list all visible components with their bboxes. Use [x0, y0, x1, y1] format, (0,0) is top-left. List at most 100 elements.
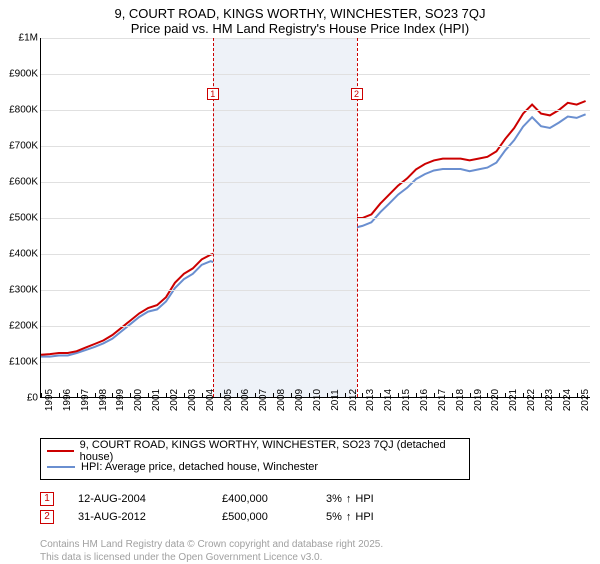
- sale-id-box: 1: [40, 492, 54, 506]
- footer-line-1: Contains HM Land Registry data © Crown c…: [40, 538, 600, 551]
- sale-marker-box: 1: [207, 88, 219, 100]
- y-tick-label: £500K: [9, 213, 38, 224]
- sale-id-box: 2: [40, 510, 54, 524]
- x-tick: [541, 393, 542, 398]
- y-gridline: [41, 218, 590, 219]
- y-gridline: [41, 254, 590, 255]
- sale-hpi: 5% ↑HPI: [326, 511, 374, 523]
- x-tick: [148, 393, 149, 398]
- x-tick-label: 2019: [473, 389, 484, 411]
- x-tick: [273, 393, 274, 398]
- x-tick-label: 1999: [115, 389, 126, 411]
- y-tick-label: £200K: [9, 321, 38, 332]
- x-tick: [559, 393, 560, 398]
- footer-attribution: Contains HM Land Registry data © Crown c…: [40, 538, 600, 564]
- x-tick-label: 1997: [80, 389, 91, 411]
- x-tick: [77, 393, 78, 398]
- sale-row: 2 31-AUG-2012 £500,000 5% ↑HPI: [40, 508, 600, 526]
- x-tick: [452, 393, 453, 398]
- x-tick-label: 2017: [437, 389, 448, 411]
- y-gridline: [41, 290, 590, 291]
- x-tick: [362, 393, 363, 398]
- x-tick-label: 2011: [330, 389, 341, 411]
- sale-date: 12-AUG-2004: [78, 493, 198, 505]
- y-tick-label: £100K: [9, 357, 38, 368]
- x-tick-label: 1995: [44, 389, 55, 411]
- x-tick-label: 2022: [526, 389, 537, 411]
- y-tick-label: £400K: [9, 249, 38, 260]
- sale-price: £500,000: [222, 511, 302, 523]
- x-tick: [470, 393, 471, 398]
- sale-hpi-pct: 5%: [326, 511, 342, 523]
- x-tick-label: 2006: [240, 389, 251, 411]
- x-tick: [416, 393, 417, 398]
- y-gridline: [41, 74, 590, 75]
- sale-price: £400,000: [222, 493, 302, 505]
- x-tick: [166, 393, 167, 398]
- sales-table: 112-AUG-2004£400,0003%↑HPI231-AUG-2012£5…: [40, 490, 600, 526]
- sale-marker-box: 2: [351, 88, 363, 100]
- x-tick-label: 2002: [169, 389, 180, 411]
- x-tick-label: 2009: [294, 389, 305, 411]
- y-gridline: [41, 146, 590, 147]
- x-tick: [505, 393, 506, 398]
- x-tick-label: 2021: [508, 389, 519, 411]
- sale-hpi: 3%↑HPI: [326, 493, 374, 505]
- legend-label: 9, COURT ROAD, KINGS WORTHY, WINCHESTER,…: [80, 439, 463, 463]
- y-tick-label: £300K: [9, 285, 38, 296]
- y-gridline: [41, 326, 590, 327]
- x-tick: [398, 393, 399, 398]
- x-tick: [309, 393, 310, 398]
- x-tick: [95, 393, 96, 398]
- x-tick: [487, 393, 488, 398]
- chart-title: 9, COURT ROAD, KINGS WORTHY, WINCHESTER,…: [0, 0, 600, 38]
- x-tick: [59, 393, 60, 398]
- plot-region: 12: [40, 38, 590, 398]
- title-line-2: Price paid vs. HM Land Registry's House …: [10, 21, 590, 36]
- x-tick: [237, 393, 238, 398]
- x-tick: [202, 393, 203, 398]
- y-gridline: [41, 110, 590, 111]
- x-tick-label: 2007: [258, 389, 269, 411]
- y-tick-label: £600K: [9, 177, 38, 188]
- x-tick: [327, 393, 328, 398]
- chart-area: 12 £0£100K£200K£300K£400K£500K£600K£700K…: [0, 38, 600, 430]
- y-tick-label: £800K: [9, 105, 38, 116]
- x-tick: [345, 393, 346, 398]
- sale-hpi-label: HPI: [355, 493, 373, 505]
- y-tick-label: £900K: [9, 69, 38, 80]
- x-tick: [130, 393, 131, 398]
- x-tick: [112, 393, 113, 398]
- y-gridline: [41, 182, 590, 183]
- x-tick-label: 2010: [312, 389, 323, 411]
- footer-line-2: This data is licensed under the Open Gov…: [40, 551, 600, 564]
- x-tick: [220, 393, 221, 398]
- y-tick-label: £0: [27, 393, 38, 404]
- x-tick-label: 2004: [205, 389, 216, 411]
- x-tick-label: 2008: [276, 389, 287, 411]
- legend-label: HPI: Average price, detached house, Winc…: [81, 461, 318, 473]
- y-gridline: [41, 38, 590, 39]
- x-tick-label: 2018: [455, 389, 466, 411]
- legend-swatch: [47, 466, 75, 468]
- sale-hpi-label: HPI: [355, 511, 373, 523]
- x-tick-label: 2003: [187, 389, 198, 411]
- sale-hpi-pct: 3%: [326, 493, 342, 505]
- x-tick: [41, 393, 42, 398]
- sale-row: 1 12-AUG-2004 £400,000 3%↑HPI: [40, 490, 600, 508]
- y-gridline: [41, 362, 590, 363]
- x-tick: [523, 393, 524, 398]
- legend: 9, COURT ROAD, KINGS WORTHY, WINCHESTER,…: [40, 438, 470, 480]
- y-tick-label: £700K: [9, 141, 38, 152]
- up-arrow-icon: ↑: [346, 511, 352, 523]
- x-tick-label: 1996: [62, 389, 73, 411]
- x-tick-label: 2025: [580, 389, 591, 411]
- title-line-1: 9, COURT ROAD, KINGS WORTHY, WINCHESTER,…: [10, 6, 590, 21]
- x-tick: [184, 393, 185, 398]
- x-tick-label: 2013: [365, 389, 376, 411]
- sale-date: 31-AUG-2012: [78, 511, 198, 523]
- x-tick-label: 2012: [348, 389, 359, 411]
- legend-swatch: [47, 450, 74, 452]
- x-tick-label: 2001: [151, 389, 162, 411]
- x-tick-label: 2023: [544, 389, 555, 411]
